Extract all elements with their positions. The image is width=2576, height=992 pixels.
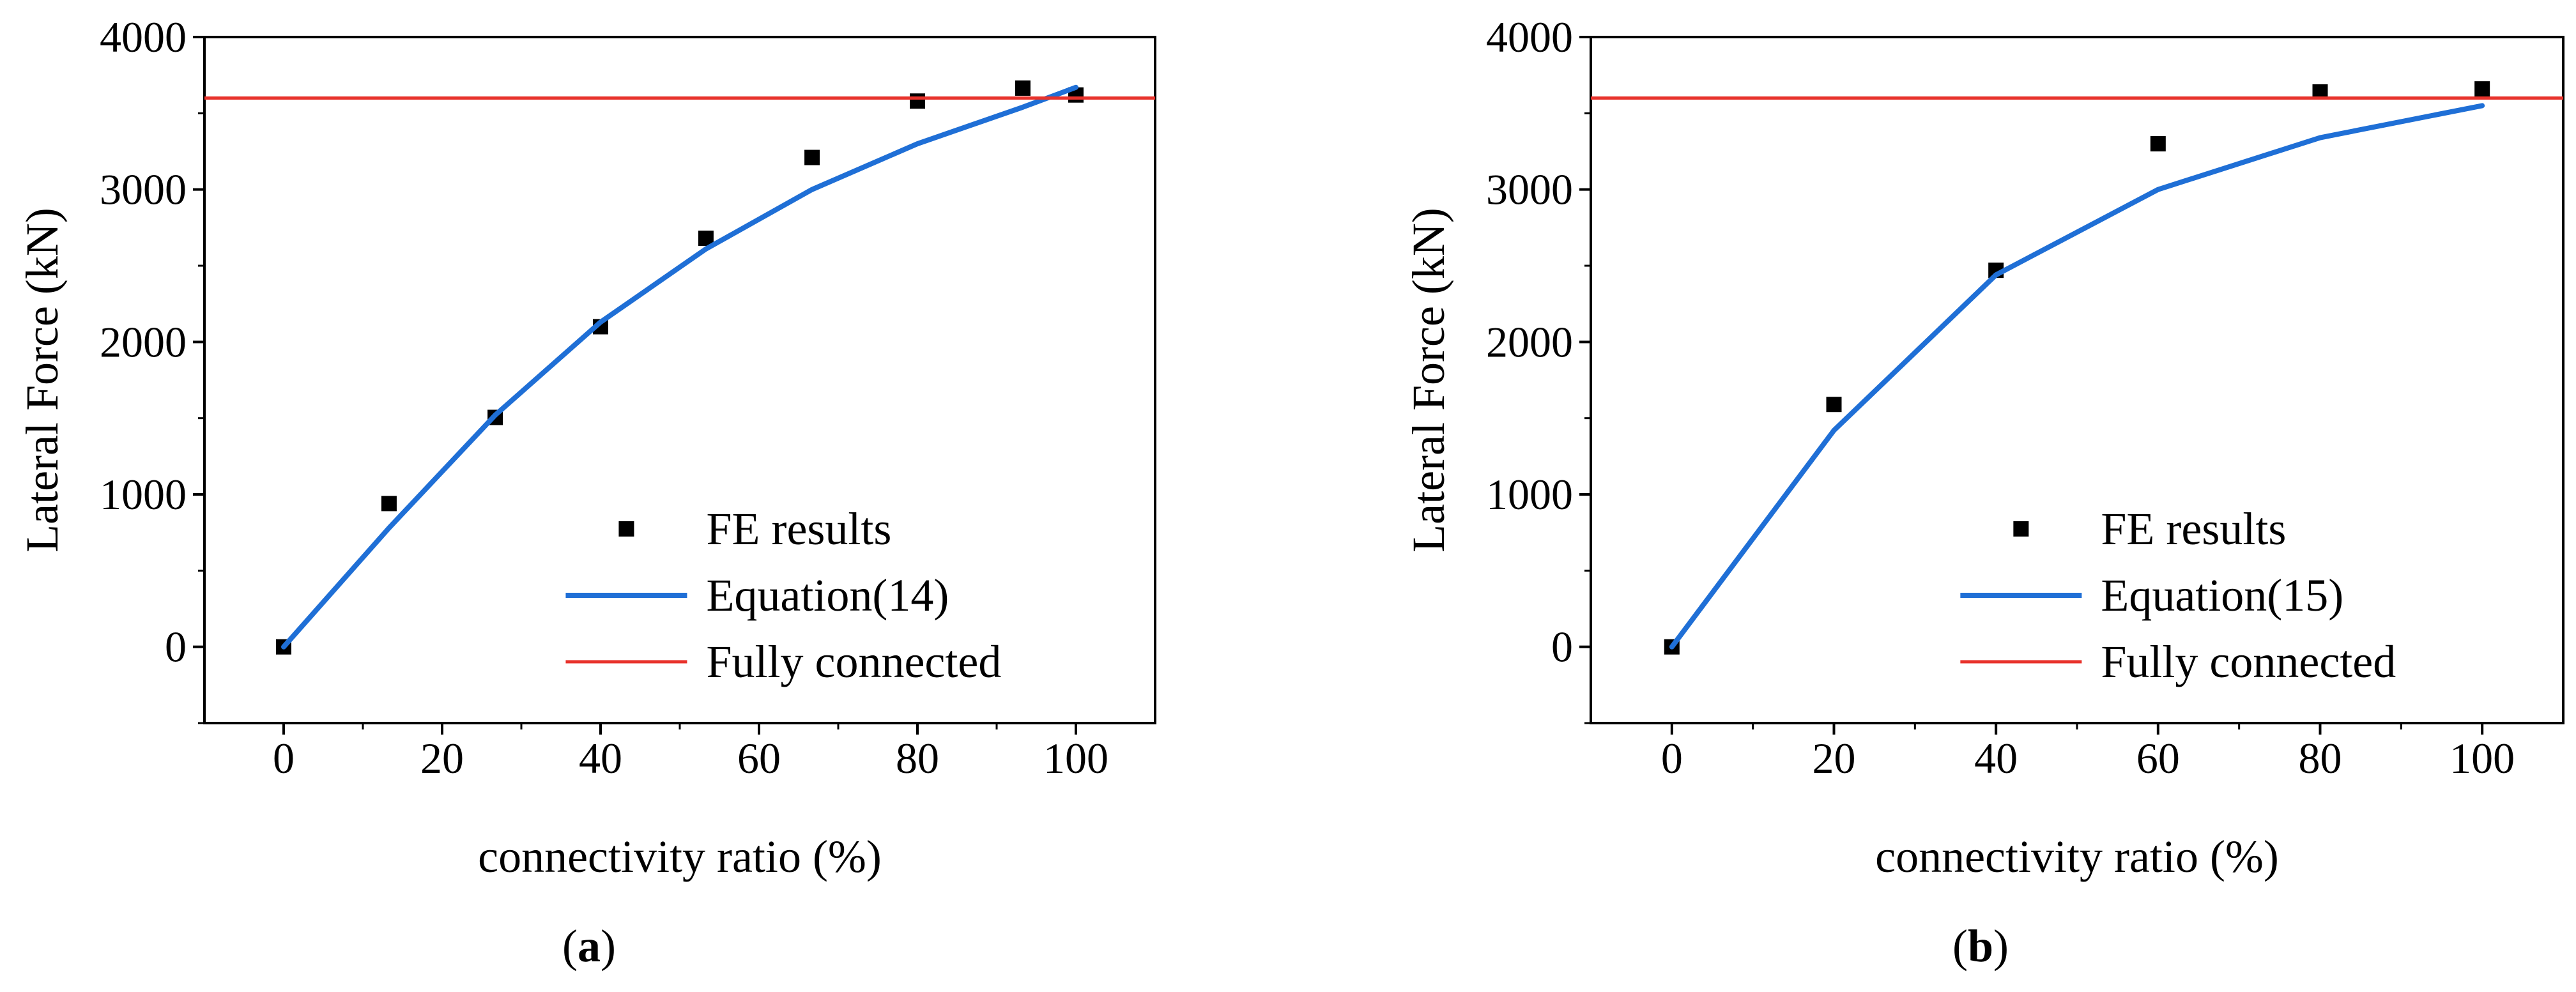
fe-result-point (2150, 136, 2166, 152)
x-tick-label: 0 (1661, 734, 1683, 782)
y-tick-label: 1000 (100, 470, 187, 519)
fe-result-point (381, 496, 397, 512)
legend-label: Equation(14) (706, 570, 949, 621)
x-tick-label: 60 (2136, 734, 2180, 782)
y-tick-label: 3000 (100, 165, 187, 214)
x-tick-label: 40 (579, 734, 622, 782)
legend-label: FE results (2101, 503, 2286, 554)
x-tick-label: 0 (273, 734, 295, 782)
x-tick-label: 20 (1813, 734, 1856, 782)
fe-result-point (2474, 81, 2490, 97)
y-tick-label: 4000 (100, 13, 187, 61)
legend-label: Fully connected (2101, 636, 2396, 687)
plot-area (1591, 81, 2563, 655)
legend-marker-square (2013, 521, 2029, 537)
equation-line (281, 84, 1078, 650)
x-tick-label: 40 (1974, 734, 2018, 782)
plot-area (204, 80, 1155, 655)
y-tick-label: 0 (165, 623, 187, 671)
x-tick-label: 60 (737, 734, 781, 782)
y-tick-label: 0 (1551, 623, 1573, 671)
fe-result-point (1015, 80, 1031, 96)
legend-label: Fully connected (706, 636, 1001, 687)
legend: FE results Equation(14) Fully connected (565, 503, 1001, 687)
y-tick-label: 4000 (1486, 13, 1573, 61)
fe-result-point (1826, 397, 1842, 413)
x-axis-title: connectivity ratio (%) (478, 831, 882, 882)
equation-line (1669, 103, 2485, 650)
panel-label: (a) (562, 920, 616, 972)
chart-panel-a: 0 20 40 60 80 10001000200030004000connectivit… (17, 13, 1156, 972)
panel-label: (b) (1952, 920, 2009, 972)
fe-result-point (910, 93, 925, 109)
x-tick-label: 100 (2450, 734, 2515, 782)
legend-label: Equation(15) (2101, 570, 2343, 621)
y-axis-title: Lateral Force (kN) (1403, 208, 1454, 553)
x-tick-label: 80 (896, 734, 939, 782)
fe-result-point (804, 149, 820, 165)
y-tick-label: 3000 (1486, 165, 1573, 214)
x-axis-title: connectivity ratio (%) (1875, 831, 2279, 882)
y-axis-title: Lateral Force (kN) (17, 208, 68, 553)
legend-label: FE results (706, 503, 891, 554)
legend-marker-square (618, 521, 634, 537)
y-tick-label: 2000 (100, 317, 187, 366)
x-tick-label: 20 (420, 734, 464, 782)
legend: FE results Equation(15) Fully connected (1960, 503, 2396, 687)
plot-frame (1590, 36, 2564, 724)
y-tick-label: 1000 (1486, 470, 1573, 519)
y-tick-label: 2000 (1486, 317, 1573, 366)
plot-frame (203, 36, 1156, 724)
x-tick-label: 100 (1043, 734, 1108, 782)
x-tick-label: 80 (2299, 734, 2342, 782)
chart-panel-b: 0 20 40 60 80 10001000200030004000connectivit… (1403, 13, 2564, 972)
